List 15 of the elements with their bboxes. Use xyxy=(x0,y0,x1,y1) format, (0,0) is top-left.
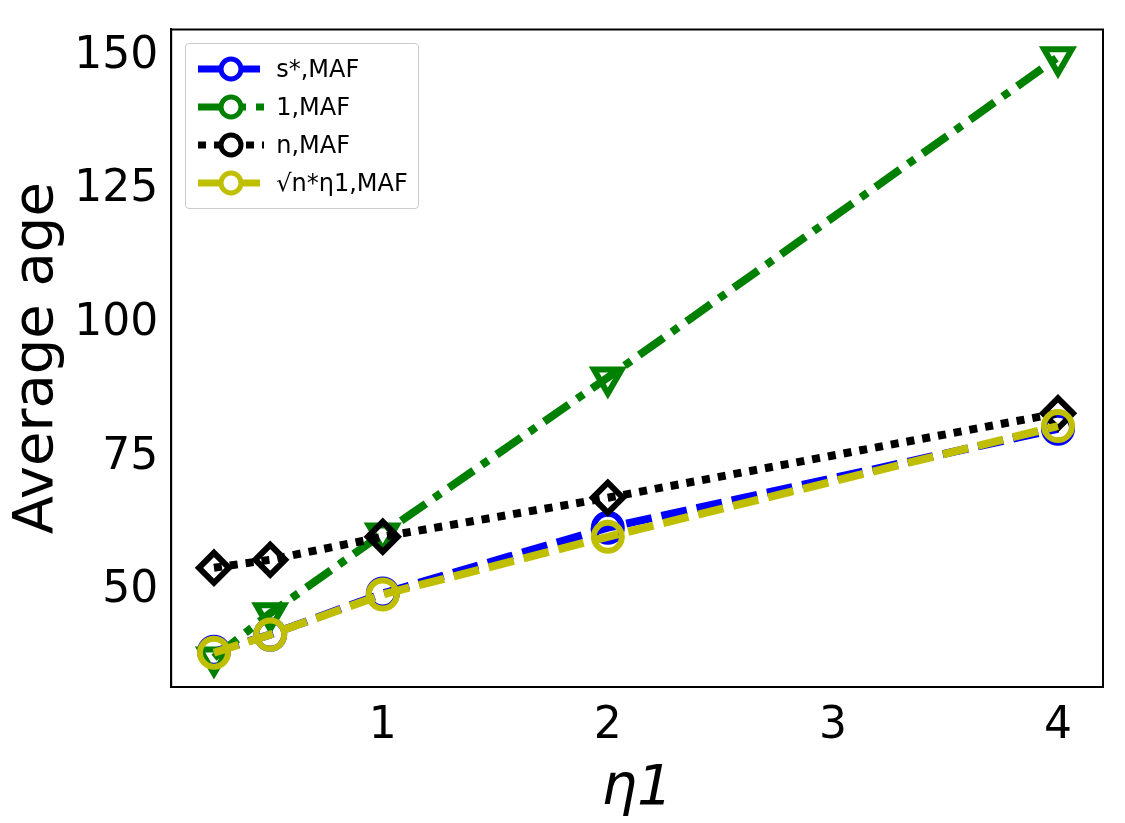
y-tick-label: 100 xyxy=(74,293,159,345)
x-tick-label: 4 xyxy=(1043,696,1072,748)
legend-label: √n*η1,MAF xyxy=(276,169,408,198)
y-axis-title: Average age xyxy=(0,182,66,535)
legend-label: 1,MAF xyxy=(276,93,350,122)
y-tick-label: 125 xyxy=(74,160,159,212)
legend-label: n,MAF xyxy=(276,131,350,160)
y-tick-label: 150 xyxy=(74,26,159,78)
y-tick-label: 50 xyxy=(102,561,159,613)
x-tick-label: 3 xyxy=(818,696,847,748)
legend-label: s*,MAF xyxy=(276,55,360,84)
x-tick-label: 1 xyxy=(368,696,397,748)
x-tick-label: 2 xyxy=(593,696,622,748)
y-tick-label: 75 xyxy=(102,427,159,479)
x-axis-title: η1 xyxy=(601,751,673,817)
